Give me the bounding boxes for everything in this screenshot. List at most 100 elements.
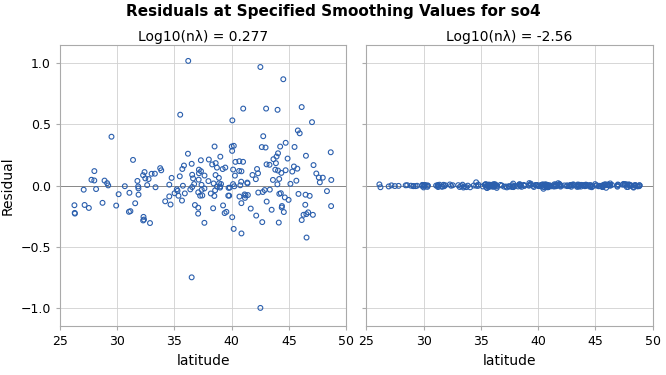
Point (542, 183, 553, 189)
Point (605, 183, 615, 189)
Point (528, 183, 539, 189)
Point (573, 183, 584, 189)
Point (132, 178, 143, 184)
Point (586, 184, 597, 190)
Point (218, 202, 228, 208)
Point (228, 143, 239, 149)
Point (234, 194, 245, 200)
Point (301, 234, 312, 240)
Point (253, 189, 264, 195)
Point (634, 182, 645, 188)
Point (600, 181, 611, 187)
Point (549, 182, 559, 188)
Point (177, 166, 188, 172)
Point (272, 182, 283, 188)
Point (508, 184, 519, 190)
Point (572, 184, 583, 190)
Point (603, 182, 614, 188)
Point (197, 192, 208, 198)
Point (308, 212, 318, 218)
Point (471, 183, 482, 189)
Point (617, 182, 628, 188)
Point (566, 184, 577, 190)
Point (481, 182, 492, 188)
Point (138, 217, 149, 223)
Point (628, 184, 639, 190)
Point (593, 183, 604, 189)
Point (456, 183, 466, 189)
Point (196, 187, 207, 193)
Point (272, 168, 283, 174)
Point (489, 184, 500, 190)
Point (484, 184, 494, 190)
Point (257, 219, 268, 225)
Point (236, 200, 246, 206)
Point (533, 183, 544, 189)
Point (438, 182, 449, 188)
Point (488, 181, 499, 187)
Point (576, 182, 587, 188)
Point (501, 184, 512, 190)
Point (194, 170, 204, 176)
Point (540, 182, 551, 188)
Point (199, 172, 210, 178)
Point (300, 202, 310, 208)
Point (139, 217, 149, 223)
Point (600, 182, 611, 188)
Point (571, 183, 582, 189)
Point (597, 184, 607, 190)
Point (227, 148, 238, 154)
Point (533, 183, 544, 189)
Point (612, 183, 623, 189)
Point (274, 220, 284, 226)
Point (489, 183, 500, 189)
Point (326, 149, 336, 155)
Point (272, 107, 283, 113)
Point (278, 209, 289, 215)
Point (541, 183, 551, 189)
Point (465, 184, 476, 190)
Point (221, 209, 232, 215)
Point (102, 180, 113, 186)
Point (417, 182, 428, 188)
Point (143, 176, 154, 182)
Point (214, 183, 225, 189)
Point (189, 181, 200, 187)
Point (484, 182, 494, 188)
Point (422, 184, 433, 190)
Point (579, 182, 589, 188)
Point (210, 187, 220, 193)
Point (597, 184, 608, 190)
Point (492, 185, 502, 191)
Point (280, 194, 290, 200)
Y-axis label: Residual: Residual (1, 156, 15, 215)
Point (274, 191, 284, 197)
Point (554, 182, 565, 188)
Point (247, 172, 258, 178)
Point (166, 175, 177, 181)
Point (542, 182, 553, 188)
Point (565, 182, 575, 188)
Point (619, 182, 630, 188)
Point (431, 183, 442, 189)
Point (172, 188, 183, 194)
Point (624, 182, 635, 188)
Point (545, 183, 555, 189)
Point (538, 184, 549, 190)
Point (139, 169, 150, 175)
Point (128, 157, 139, 163)
Point (235, 182, 246, 188)
Point (142, 182, 153, 188)
Point (280, 167, 291, 173)
Point (440, 182, 451, 188)
Point (488, 182, 499, 188)
Point (585, 183, 596, 189)
Point (444, 182, 455, 188)
Point (86, 177, 97, 183)
Point (182, 151, 193, 157)
Point (298, 212, 309, 218)
Point (228, 226, 239, 232)
Point (165, 201, 176, 207)
Point (489, 182, 500, 188)
Point (531, 182, 541, 188)
